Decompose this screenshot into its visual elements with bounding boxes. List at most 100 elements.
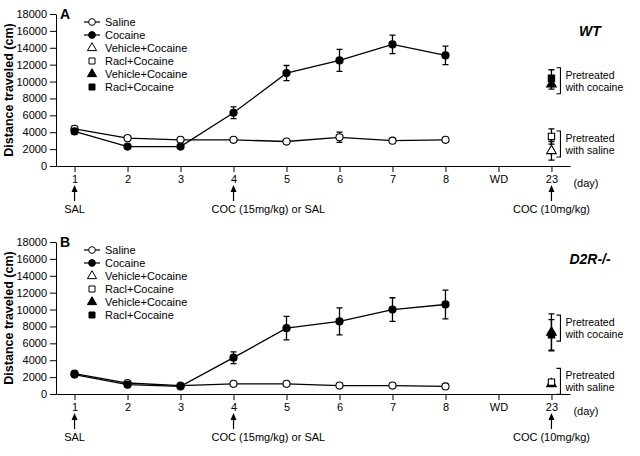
data-point [124,135,131,142]
y-tick-mark [50,259,56,260]
y-tick-label: 8000 [23,92,47,104]
y-tick: 10000 [16,76,56,88]
x-tick: 1 [72,166,78,185]
legend-symbol [87,271,96,279]
x-tick: 8 [443,166,449,185]
annotation-text: COC (10mg/kg) [513,203,590,215]
bracket-label: Pretreated with saline [564,132,617,156]
y-tick-mark [50,310,56,311]
annotation-arrow-head [72,185,78,192]
data-point [283,70,290,77]
y-tick-label: 4000 [23,126,47,138]
y-axis-title: Distance traveled (cm) [2,23,16,156]
legend-label: Vehicle+Cocaine [105,68,187,80]
bracket: Pretreated with cocaine [556,315,623,341]
legend-label: Saline [105,16,136,28]
error-bar [231,107,237,119]
legend-entry: Saline [84,16,136,28]
x-tick-mark [128,394,129,400]
y-tick-mark [50,360,56,361]
y-axis-line [56,243,57,395]
data-point [336,57,343,64]
legend: SalineCocaineVehicle+CocaineRacl+Cocaine… [84,16,187,93]
x-tick: 23 [546,166,558,185]
legend-entry: Vehicle+Cocaine [87,270,187,282]
panel-label: B [60,234,70,250]
y-tick-label: 2000 [23,143,47,155]
data-point [548,332,554,338]
data-point [177,382,184,389]
x-tick-label: 3 [178,401,184,413]
legend-entry: Cocaine [84,29,145,41]
x-tick-mark [287,166,288,172]
legend-label: Cocaine [105,29,145,41]
series [71,35,449,150]
y-tick-label: 6000 [23,337,47,349]
y-tick-mark [50,166,56,167]
legend-label: Racl+Cocaine [105,283,174,295]
y-tick: 2000 [23,143,56,155]
legend-entry: Vehicle+Cocaine [87,42,187,54]
x-axis-title: (day) [573,405,598,417]
error-bar [336,132,342,142]
x-tick: 5 [284,394,290,413]
x-tick: 8 [443,394,449,413]
x-tick-label: 2 [125,173,131,185]
data-point [442,136,449,143]
annotation: COC (10mg/kg) [513,185,590,215]
legend-label: Vehicle+Cocaine [105,270,187,282]
legend-symbol [89,58,95,64]
y-axis: 0200040006000800010000120001400016000180… [16,8,56,172]
x-tick-label: 23 [546,173,558,185]
x-tick-mark [75,394,76,400]
annotation: COC (10mg/kg) [513,413,590,443]
data-point [389,306,396,313]
x-tick-mark [181,394,182,400]
annotation-arrow-head [72,413,78,420]
x-tick-mark [128,166,129,172]
y-tick-mark [50,65,56,66]
x-tick: WD [490,394,508,413]
bracket: Pretreated with saline [556,368,617,394]
error-bar [548,320,554,350]
bracket-label: Pretreated with cocaine [564,316,623,340]
bracket-line [556,368,560,394]
x-tick-label: 6 [337,173,343,185]
legend-label: Saline [105,244,136,256]
y-tick: 6000 [23,109,56,121]
x-tick-label: 2 [125,401,131,413]
x-tick: 4 [231,394,237,413]
y-tick: 8000 [23,320,56,332]
error-bar [442,46,448,65]
legend-symbol [87,43,96,51]
x-tick-mark [339,394,340,400]
y-tick: 8000 [23,92,56,104]
error-bar [284,66,290,81]
y-tick: 0 [41,160,56,172]
x-tick-label: 8 [443,173,449,185]
x-tick-mark [339,166,340,172]
x-tick-label: 3 [178,173,184,185]
annotation-text: SAL [64,431,85,443]
y-tick-label: 18000 [16,8,47,20]
data-point [230,109,237,116]
data-point [336,134,343,141]
y-tick-label: 14000 [16,270,47,282]
data-point [283,380,290,387]
error-bar [442,290,448,319]
bracket-line [556,68,560,94]
legend: SalineCocaineVehicle+CocaineRacl+Cocaine… [84,244,187,321]
error-bar [284,316,290,340]
legend-entry: Racl+Cocaine [89,283,174,295]
plot-area [71,290,556,390]
error-bar [548,314,554,351]
plot-area [71,35,556,160]
legend-symbol [87,297,96,305]
data-point [283,325,290,332]
y-axis-line [56,15,57,167]
legend-symbol [89,19,96,26]
x-tick-mark [445,394,446,400]
error-bar [336,49,342,71]
y-tick: 2000 [23,371,56,383]
x-axis: 12345678WD23 [57,166,571,185]
